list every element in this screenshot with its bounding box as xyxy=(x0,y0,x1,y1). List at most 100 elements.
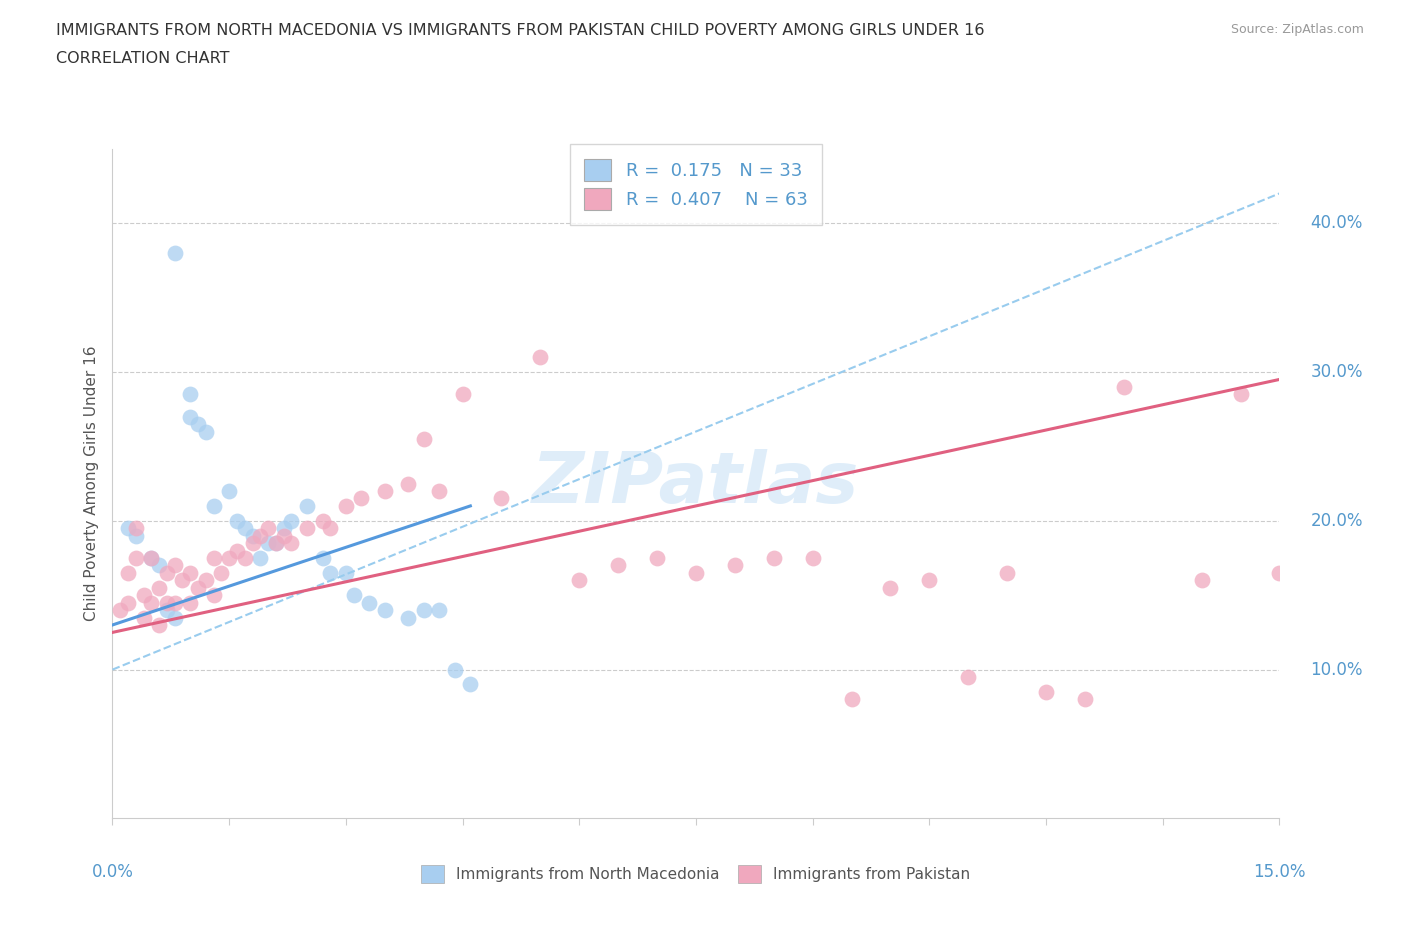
Point xyxy=(226,543,249,558)
Point xyxy=(762,551,785,565)
Point xyxy=(427,603,450,618)
Point xyxy=(125,521,148,536)
Point xyxy=(311,551,333,565)
Point xyxy=(1074,692,1097,707)
Point xyxy=(607,558,630,573)
Point xyxy=(685,565,707,580)
Point xyxy=(359,595,381,610)
Point xyxy=(645,551,668,565)
Point xyxy=(257,536,280,551)
Point xyxy=(163,558,186,573)
Point xyxy=(163,595,186,610)
Point xyxy=(491,491,513,506)
Point xyxy=(374,603,396,618)
Point xyxy=(156,565,179,580)
Point xyxy=(132,588,155,603)
Point xyxy=(163,610,186,625)
Point xyxy=(412,432,434,446)
Point xyxy=(1035,684,1057,699)
Point xyxy=(801,551,824,565)
Point xyxy=(179,565,201,580)
Point xyxy=(335,565,357,580)
Point xyxy=(460,677,482,692)
Point xyxy=(194,573,217,588)
Point xyxy=(156,603,179,618)
Point xyxy=(412,603,434,618)
Point xyxy=(264,536,287,551)
Point xyxy=(141,595,163,610)
Point xyxy=(280,513,302,528)
Point xyxy=(264,536,287,551)
Point xyxy=(396,610,419,625)
Point xyxy=(117,595,139,610)
Text: 10.0%: 10.0% xyxy=(1310,660,1362,679)
Point xyxy=(125,551,148,565)
Point xyxy=(202,588,225,603)
Point xyxy=(280,536,302,551)
Point xyxy=(179,409,201,424)
Point xyxy=(117,565,139,580)
Point xyxy=(335,498,357,513)
Point xyxy=(179,387,201,402)
Point xyxy=(194,424,217,439)
Legend: Immigrants from North Macedonia, Immigrants from Pakistan: Immigrants from North Macedonia, Immigra… xyxy=(413,857,979,891)
Point xyxy=(427,484,450,498)
Point xyxy=(202,551,225,565)
Point xyxy=(295,521,318,536)
Point xyxy=(110,603,132,618)
Point xyxy=(218,484,240,498)
Point xyxy=(148,580,170,595)
Point xyxy=(319,565,342,580)
Point xyxy=(1229,387,1251,402)
Point xyxy=(148,618,170,632)
Point xyxy=(233,551,256,565)
Point xyxy=(226,513,249,528)
Point xyxy=(242,528,264,543)
Point xyxy=(132,610,155,625)
Point xyxy=(311,513,333,528)
Point xyxy=(568,573,591,588)
Point xyxy=(343,588,366,603)
Point xyxy=(242,536,264,551)
Text: ZIPatlas: ZIPatlas xyxy=(533,449,859,518)
Text: CORRELATION CHART: CORRELATION CHART xyxy=(56,51,229,66)
Point xyxy=(995,565,1018,580)
Point xyxy=(141,551,163,565)
Point xyxy=(841,692,863,707)
Point xyxy=(156,595,179,610)
Point xyxy=(163,246,186,260)
Point xyxy=(172,573,194,588)
Text: 20.0%: 20.0% xyxy=(1310,512,1362,530)
Point xyxy=(724,558,747,573)
Text: 30.0%: 30.0% xyxy=(1310,363,1362,381)
Point xyxy=(295,498,318,513)
Point xyxy=(249,528,271,543)
Text: 15.0%: 15.0% xyxy=(1253,863,1306,881)
Point xyxy=(125,528,148,543)
Text: 0.0%: 0.0% xyxy=(91,863,134,881)
Point xyxy=(443,662,465,677)
Point xyxy=(957,670,980,684)
Point xyxy=(273,521,295,536)
Text: Source: ZipAtlas.com: Source: ZipAtlas.com xyxy=(1230,23,1364,36)
Point xyxy=(257,521,280,536)
Point xyxy=(117,521,139,536)
Point xyxy=(209,565,232,580)
Point xyxy=(187,580,209,595)
Point xyxy=(1191,573,1213,588)
Point xyxy=(179,595,201,610)
Point xyxy=(918,573,941,588)
Point xyxy=(350,491,373,506)
Text: Child Poverty Among Girls Under 16: Child Poverty Among Girls Under 16 xyxy=(84,346,98,621)
Point xyxy=(187,417,209,432)
Point xyxy=(273,528,295,543)
Point xyxy=(319,521,342,536)
Text: IMMIGRANTS FROM NORTH MACEDONIA VS IMMIGRANTS FROM PAKISTAN CHILD POVERTY AMONG : IMMIGRANTS FROM NORTH MACEDONIA VS IMMIG… xyxy=(56,23,984,38)
Point xyxy=(148,558,170,573)
Point xyxy=(249,551,271,565)
Point xyxy=(879,580,901,595)
Point xyxy=(1112,379,1135,394)
Point xyxy=(529,350,551,365)
Point xyxy=(202,498,225,513)
Point xyxy=(233,521,256,536)
